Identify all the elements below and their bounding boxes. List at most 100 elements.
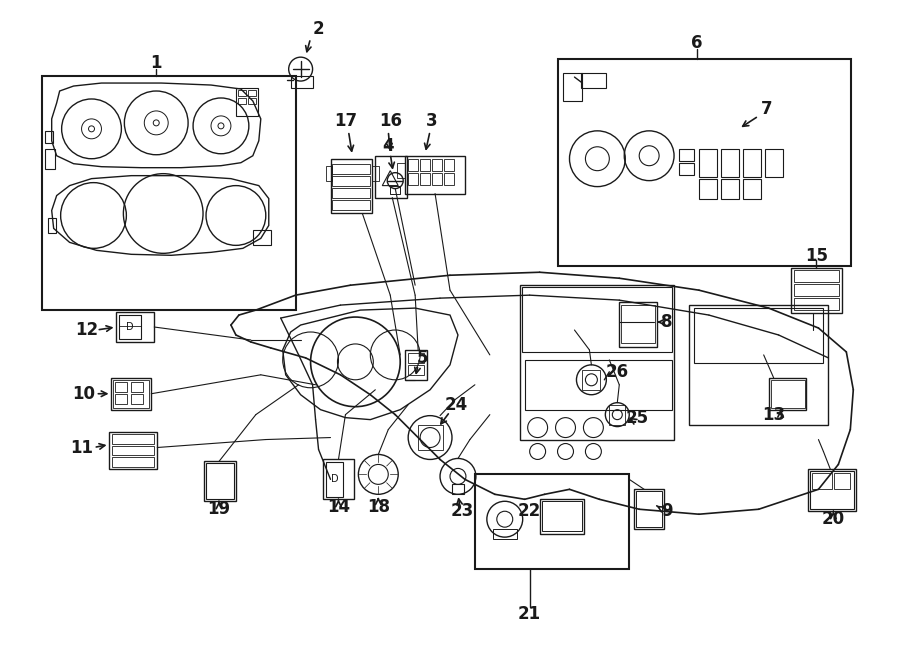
Bar <box>562 73 582 101</box>
Bar <box>326 166 332 180</box>
Bar <box>493 529 517 539</box>
Text: 16: 16 <box>379 112 401 130</box>
Text: 17: 17 <box>334 112 357 130</box>
Bar <box>112 378 151 410</box>
Text: 14: 14 <box>327 498 350 516</box>
Text: D: D <box>125 322 133 332</box>
Bar <box>373 166 379 180</box>
Text: 22: 22 <box>518 502 541 520</box>
Bar <box>248 90 256 96</box>
Bar <box>582 370 600 390</box>
Bar <box>452 485 464 494</box>
Text: 2: 2 <box>312 20 324 38</box>
Text: 6: 6 <box>691 34 703 52</box>
Bar <box>115 382 128 392</box>
Bar <box>765 149 783 176</box>
Bar <box>721 178 739 198</box>
Text: 24: 24 <box>445 396 468 414</box>
Bar <box>742 149 760 176</box>
Bar <box>721 149 739 176</box>
Bar <box>330 159 373 214</box>
Bar <box>540 499 584 534</box>
Bar <box>619 302 657 347</box>
Bar <box>525 360 672 410</box>
Bar <box>834 473 850 489</box>
Bar <box>409 159 419 171</box>
Text: 5: 5 <box>417 349 428 367</box>
Bar <box>811 471 854 509</box>
Bar <box>542 501 582 531</box>
Bar <box>120 315 141 326</box>
Bar <box>112 446 154 455</box>
Bar <box>116 312 154 342</box>
Bar <box>397 163 405 178</box>
Bar <box>112 434 154 444</box>
Text: 18: 18 <box>367 498 390 516</box>
Bar <box>112 457 154 467</box>
Text: 12: 12 <box>75 321 98 339</box>
Bar <box>405 350 428 380</box>
Bar <box>113 380 149 408</box>
Text: 11: 11 <box>70 438 93 457</box>
Bar <box>131 394 143 404</box>
Bar <box>48 219 56 233</box>
Bar <box>699 178 717 198</box>
Bar <box>790 268 842 313</box>
Bar <box>634 489 664 529</box>
Text: 4: 4 <box>382 137 394 155</box>
Text: 23: 23 <box>450 502 473 520</box>
Bar <box>253 231 271 245</box>
Bar <box>420 173 430 184</box>
Bar <box>409 173 419 184</box>
Text: 9: 9 <box>662 502 673 520</box>
Bar <box>238 98 246 104</box>
Bar <box>409 353 424 363</box>
Text: 7: 7 <box>760 100 772 118</box>
Bar <box>794 298 840 310</box>
Bar <box>522 287 672 352</box>
Bar <box>332 200 370 210</box>
Bar <box>475 475 629 569</box>
Bar <box>432 173 442 184</box>
Text: 15: 15 <box>805 247 828 265</box>
Bar <box>621 305 655 343</box>
Bar <box>291 76 312 88</box>
Bar <box>636 491 662 527</box>
Text: 1: 1 <box>150 54 162 72</box>
Text: 13: 13 <box>762 406 785 424</box>
Bar <box>409 365 424 375</box>
Bar <box>769 378 806 410</box>
Text: 20: 20 <box>822 510 845 528</box>
Bar <box>679 163 694 175</box>
Bar <box>131 382 143 392</box>
Bar <box>794 270 840 282</box>
Bar <box>115 394 128 404</box>
Text: 3: 3 <box>427 112 438 130</box>
Bar <box>326 463 344 497</box>
Bar <box>332 188 370 198</box>
Bar <box>206 463 234 499</box>
Bar <box>609 405 626 424</box>
Bar <box>248 98 256 104</box>
Bar <box>420 159 430 171</box>
Bar <box>444 173 454 184</box>
Bar <box>808 469 856 511</box>
Bar <box>391 186 401 194</box>
Bar <box>45 149 55 169</box>
Text: D: D <box>330 475 338 485</box>
Bar <box>689 305 828 424</box>
Bar <box>679 149 694 161</box>
Bar <box>418 424 443 451</box>
Bar <box>322 459 355 499</box>
Bar <box>236 88 257 116</box>
Text: 25: 25 <box>626 408 649 426</box>
Bar <box>742 178 760 198</box>
Text: 19: 19 <box>207 500 230 518</box>
Bar <box>238 90 246 96</box>
Bar <box>41 76 296 310</box>
Bar <box>581 73 607 88</box>
Bar <box>45 131 53 143</box>
Bar <box>694 308 824 363</box>
Bar <box>699 149 717 176</box>
Bar <box>405 156 465 194</box>
